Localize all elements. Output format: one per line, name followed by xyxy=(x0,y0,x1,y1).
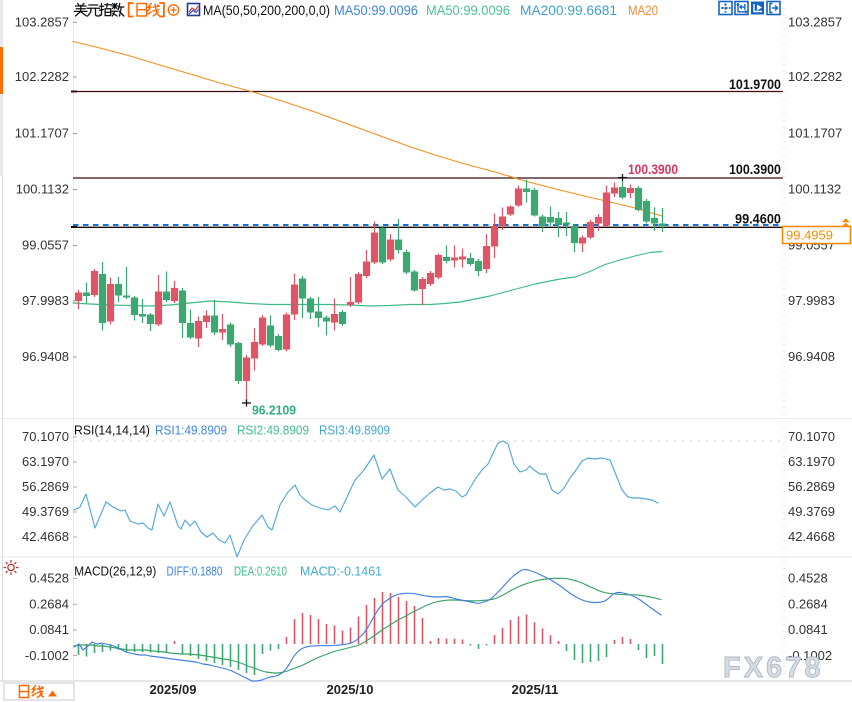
svg-text:MA50:99.0096: MA50:99.0096 xyxy=(334,3,418,18)
svg-text:-0.1002: -0.1002 xyxy=(788,648,832,663)
svg-text:103.2857: 103.2857 xyxy=(788,15,842,30)
svg-text:42.4668: 42.4668 xyxy=(22,529,69,544)
svg-text:70.1070: 70.1070 xyxy=(22,429,69,444)
svg-text:FX678: FX678 xyxy=(723,652,823,684)
svg-text:2025/10: 2025/10 xyxy=(327,682,374,697)
svg-text:100.1132: 100.1132 xyxy=(788,182,841,197)
svg-text:63.1970: 63.1970 xyxy=(22,454,69,469)
svg-text:102.2282: 102.2282 xyxy=(15,69,69,84)
svg-text:DEA:0.2610: DEA:0.2610 xyxy=(234,565,287,579)
svg-text:103.2857: 103.2857 xyxy=(15,15,69,30)
svg-text:97.9983: 97.9983 xyxy=(22,293,69,308)
svg-text:56.2869: 56.2869 xyxy=(788,479,835,494)
svg-text:0.4528: 0.4528 xyxy=(788,571,828,586)
svg-text:56.2869: 56.2869 xyxy=(22,479,69,494)
svg-text:MA(50,50,200,200,0,0): MA(50,50,200,200,0,0) xyxy=(203,3,330,18)
svg-text:2025/11: 2025/11 xyxy=(512,682,559,697)
svg-text:102.2282: 102.2282 xyxy=(788,69,842,84)
svg-text:MACD:-0.1461: MACD:-0.1461 xyxy=(300,565,382,579)
svg-text:96.9408: 96.9408 xyxy=(788,349,835,364)
svg-text:99.4959: 99.4959 xyxy=(786,228,833,243)
svg-text:MACD(26,12,9): MACD(26,12,9) xyxy=(74,565,156,579)
svg-text:MA20: MA20 xyxy=(628,3,658,18)
svg-text:96.9408: 96.9408 xyxy=(22,349,69,364)
svg-text:101.9700: 101.9700 xyxy=(729,77,781,92)
svg-text:0.2684: 0.2684 xyxy=(788,597,828,612)
svg-text:96.2109: 96.2109 xyxy=(252,403,296,418)
svg-text:RSI(14,14,14): RSI(14,14,14) xyxy=(74,424,150,438)
svg-text:RSI3:49.8909: RSI3:49.8909 xyxy=(319,424,390,438)
svg-text:63.1970: 63.1970 xyxy=(788,454,835,469)
svg-text:2025/09: 2025/09 xyxy=(150,682,197,697)
svg-text:0.2684: 0.2684 xyxy=(29,597,69,612)
svg-text:99.4600: 99.4600 xyxy=(735,212,781,227)
svg-text:0.0841: 0.0841 xyxy=(29,622,69,637)
svg-text:101.1707: 101.1707 xyxy=(788,126,842,141)
svg-text:0.0841: 0.0841 xyxy=(788,622,828,637)
svg-text:101.1707: 101.1707 xyxy=(15,126,69,141)
svg-text:97.9983: 97.9983 xyxy=(788,293,835,308)
svg-text:49.3769: 49.3769 xyxy=(788,504,835,519)
svg-text:-0.1002: -0.1002 xyxy=(25,648,69,663)
svg-text:DIFF:0.1880: DIFF:0.1880 xyxy=(167,565,223,579)
svg-text:0.4528: 0.4528 xyxy=(29,571,69,586)
svg-text:99.0557: 99.0557 xyxy=(22,238,69,253)
svg-text:RSI1:49.8909: RSI1:49.8909 xyxy=(155,424,227,438)
svg-text:42.4668: 42.4668 xyxy=(788,529,835,544)
svg-text:100.3900: 100.3900 xyxy=(628,162,678,177)
svg-text:100.1132: 100.1132 xyxy=(16,182,69,197)
svg-text:RSI2:49.8909: RSI2:49.8909 xyxy=(237,424,309,438)
svg-text:100.3900: 100.3900 xyxy=(729,162,781,177)
svg-text:70.1070: 70.1070 xyxy=(788,429,835,444)
svg-text:49.3769: 49.3769 xyxy=(22,504,69,519)
svg-text:MA200:99.6681: MA200:99.6681 xyxy=(520,3,617,18)
svg-text:MA50:99.0096: MA50:99.0096 xyxy=(426,3,510,18)
